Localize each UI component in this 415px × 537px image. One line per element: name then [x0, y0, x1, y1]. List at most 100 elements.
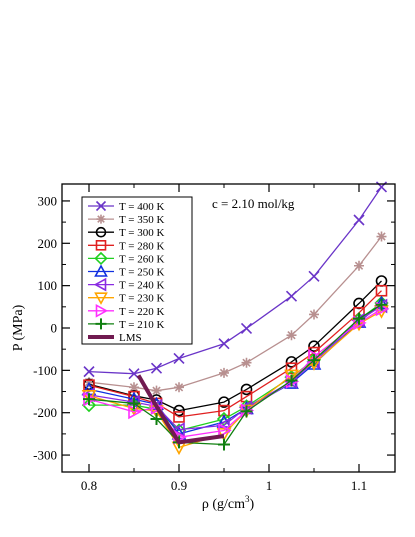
legend-marker-t-260-k	[94, 251, 108, 266]
legend-marker-t-300-k	[95, 226, 107, 238]
data-point-t-350-k	[286, 330, 297, 341]
data-point-t-280-k	[173, 411, 185, 423]
series-line-t-240-k	[88, 305, 382, 431]
legend-item-lms: LMS	[88, 332, 142, 344]
legend-label-lms: LMS	[119, 332, 142, 344]
data-point-t-210-k	[375, 298, 388, 311]
data-point-t-280-k	[285, 362, 298, 375]
legend-item-t-210-k: T = 210 K	[88, 318, 164, 331]
legend-marker-t-400-k	[95, 200, 107, 212]
y-tick-label: -300	[33, 448, 57, 463]
legend-marker-t-210-k	[95, 318, 107, 330]
legend-marker-t-220-k	[95, 303, 109, 318]
legend-marker-t-230-k	[94, 292, 108, 305]
legend-label-t-400-k: T = 400 K	[119, 201, 164, 213]
data-point-t-350-k	[129, 382, 139, 393]
data-point-t-350-k	[174, 382, 184, 393]
data-point-t-300-k	[218, 396, 230, 408]
data-point-t-300-k	[375, 275, 388, 287]
data-point-t-400-k	[218, 338, 230, 350]
data-point-t-400-k	[353, 214, 365, 226]
legend-item-t-280-k: T = 280 K	[88, 240, 164, 252]
data-point-t-350-k	[219, 367, 229, 378]
legend-label-t-260-k: T = 260 K	[119, 253, 164, 265]
legend-label-t-230-k: T = 230 K	[119, 293, 164, 305]
data-point-t-210-k	[240, 405, 253, 418]
data-point-t-350-k	[309, 309, 319, 320]
data-point-t-240-k	[171, 422, 185, 437]
data-point-t-210-k	[218, 438, 230, 451]
data-point-t-350-k	[241, 357, 252, 368]
data-point-t-230-k	[81, 389, 97, 404]
data-point-t-210-k	[308, 354, 320, 367]
series-line-lms	[136, 374, 225, 445]
legend-item-t-260-k: T = 260 K	[88, 251, 164, 266]
legend-item-t-230-k: T = 230 K	[88, 292, 164, 305]
legend-label-t-300-k: T = 300 K	[119, 227, 164, 239]
data-point-t-230-k	[216, 428, 232, 442]
series-layer	[81, 181, 390, 456]
x-axis-label: ρ (g/cm3)	[202, 494, 255, 512]
ticks-layer: 0.8 0.9 1 1.1 -300 -200 -100 0 100 200 300	[33, 184, 395, 493]
series-lms	[136, 374, 225, 445]
y-tick-label: 100	[38, 278, 58, 293]
x-axis-label-superscript: 3	[245, 494, 250, 504]
y-tick-label: 0	[51, 321, 58, 336]
data-point-t-210-k	[83, 393, 95, 406]
data-point-t-300-k	[173, 404, 185, 417]
legend-label-t-280-k: T = 280 K	[119, 240, 164, 252]
y-tick-label: 300	[38, 193, 58, 208]
y-axis-label: P (MPa)	[11, 304, 26, 351]
legend-item-t-350-k: T = 350 K	[88, 214, 164, 226]
legend-label-t-220-k: T = 220 K	[119, 306, 164, 318]
data-point-t-300-k	[285, 356, 298, 368]
legend-label-t-240-k: T = 240 K	[119, 280, 164, 292]
legend-item-t-220-k: T = 220 K	[88, 303, 164, 318]
x-tick-label: 1.1	[351, 478, 367, 493]
legend-item-t-250-k: T = 250 K	[88, 264, 164, 279]
legend: T = 400 KT = 350 KT = 300 KT = 280 KT = …	[81, 196, 193, 345]
series-line-t-400-k	[88, 186, 383, 375]
y-tick-label: 200	[38, 236, 58, 251]
chart-annotation: c = 2.10 mol/kg	[212, 196, 295, 211]
x-tick-label: 0.8	[81, 478, 97, 493]
y-tick-label: -100	[33, 363, 57, 378]
data-point-t-350-k	[151, 385, 162, 396]
x-axis-label-suffix: )	[249, 497, 254, 512]
x-axis-label-main: ρ (g/cm	[202, 497, 245, 512]
legend-marker-t-250-k	[94, 264, 108, 277]
data-point-t-300-k	[308, 340, 320, 353]
legend-label-t-350-k: T = 350 K	[119, 214, 164, 226]
data-point-t-350-k	[376, 231, 387, 242]
data-point-t-210-k	[353, 312, 365, 325]
series-t-210-k	[83, 298, 388, 451]
data-point-t-210-k	[128, 397, 140, 410]
data-point-t-350-k	[354, 260, 364, 271]
x-tick-label: 1	[266, 478, 273, 493]
data-point-t-280-k	[375, 284, 388, 297]
data-point-t-400-k	[83, 366, 95, 378]
x-tick-label: 0.9	[171, 478, 187, 493]
legend-item-t-240-k: T = 240 K	[88, 277, 164, 292]
series-line-t-210-k	[88, 304, 382, 446]
series-line-t-300-k	[88, 280, 382, 412]
legend-label-t-210-k: T = 210 K	[119, 319, 164, 331]
series-line-t-280-k	[88, 290, 382, 418]
series-t-400-k	[83, 181, 388, 380]
legend-item-t-400-k: T = 400 K	[88, 200, 164, 213]
y-tick-label: -200	[33, 405, 57, 420]
legend-label-t-250-k: T = 250 K	[119, 267, 164, 279]
data-point-t-400-k	[308, 270, 320, 282]
data-point-t-260-k	[81, 397, 97, 413]
data-point-t-400-k	[240, 322, 253, 334]
data-point-t-400-k	[173, 352, 185, 365]
data-point-t-400-k	[150, 362, 163, 374]
data-point-t-220-k	[218, 423, 232, 438]
data-point-t-300-k	[240, 383, 253, 396]
data-point-t-210-k	[150, 413, 163, 426]
data-point-t-400-k	[285, 290, 298, 302]
legend-marker-t-350-k	[96, 214, 106, 224]
data-point-t-210-k	[285, 374, 298, 387]
legend-marker-t-280-k	[95, 240, 107, 251]
